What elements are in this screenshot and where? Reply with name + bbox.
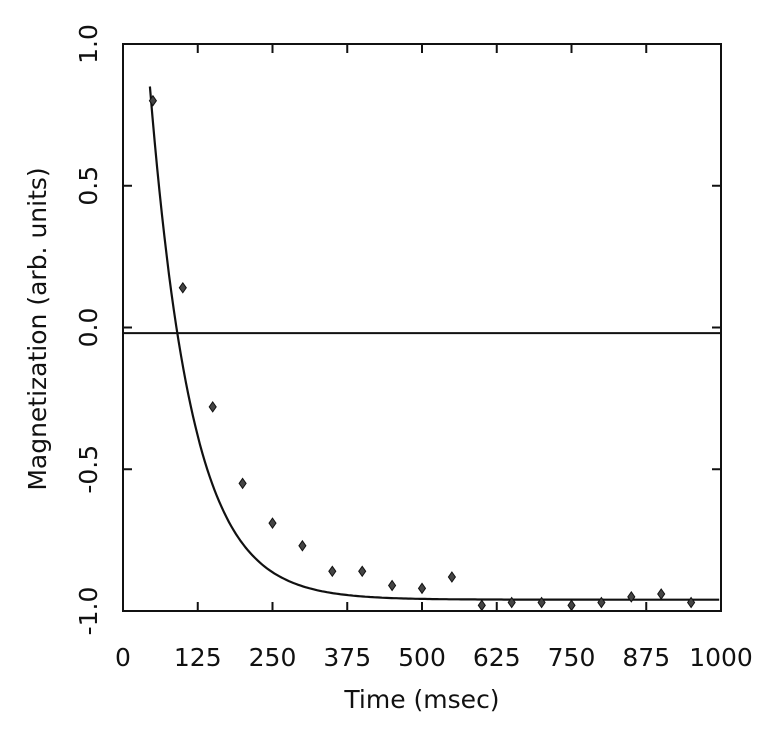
x-tick-label: 375 [323, 643, 371, 672]
data-point [208, 401, 217, 413]
data-point [238, 477, 247, 490]
data-point [627, 590, 636, 603]
data-point [477, 599, 486, 612]
y-tick-label: 0.0 [74, 308, 103, 348]
y-axis-ticks: 1.0 0.5 0.0 -0.5 -1.0 [74, 24, 721, 635]
x-tick-label: 0 [115, 643, 131, 672]
data-point [298, 539, 307, 552]
data-point [686, 596, 696, 609]
x-tick-label: 750 [548, 643, 596, 672]
x-tick-label: 625 [473, 643, 521, 672]
y-tick-label: 0.5 [74, 166, 103, 206]
fit-curve-line [148, 86, 720, 601]
data-point [148, 94, 158, 107]
data-point [358, 565, 367, 578]
fit-curve [148, 86, 720, 601]
data-points [148, 94, 696, 612]
x-tick-label: 1000 [689, 643, 753, 672]
data-point [657, 588, 666, 600]
y-axis-label: Magnetization (arb. units) [23, 167, 52, 490]
data-point [537, 596, 546, 609]
x-axis-label: Time (msec) [343, 685, 499, 714]
data-point [387, 579, 397, 592]
y-tick-label: -1.0 [74, 587, 103, 636]
x-tick-label: 250 [249, 643, 297, 672]
data-point [507, 596, 516, 609]
x-tick-label: 125 [174, 643, 222, 672]
plot-border [122, 43, 722, 612]
data-point [417, 582, 427, 595]
y-tick-label: -0.5 [74, 445, 103, 494]
x-tick-label: 500 [398, 643, 446, 672]
data-point [328, 565, 337, 578]
plot-frame [122, 43, 722, 612]
data-point [567, 599, 576, 612]
data-point [178, 281, 187, 294]
data-point [268, 517, 277, 529]
x-axis-ticks: 0 125 250 375 500 625 750 875 1000 [115, 44, 753, 672]
data-point [447, 571, 457, 583]
x-tick-label: 875 [622, 643, 670, 672]
data-point [597, 596, 606, 609]
y-tick-label: 1.0 [74, 24, 103, 64]
